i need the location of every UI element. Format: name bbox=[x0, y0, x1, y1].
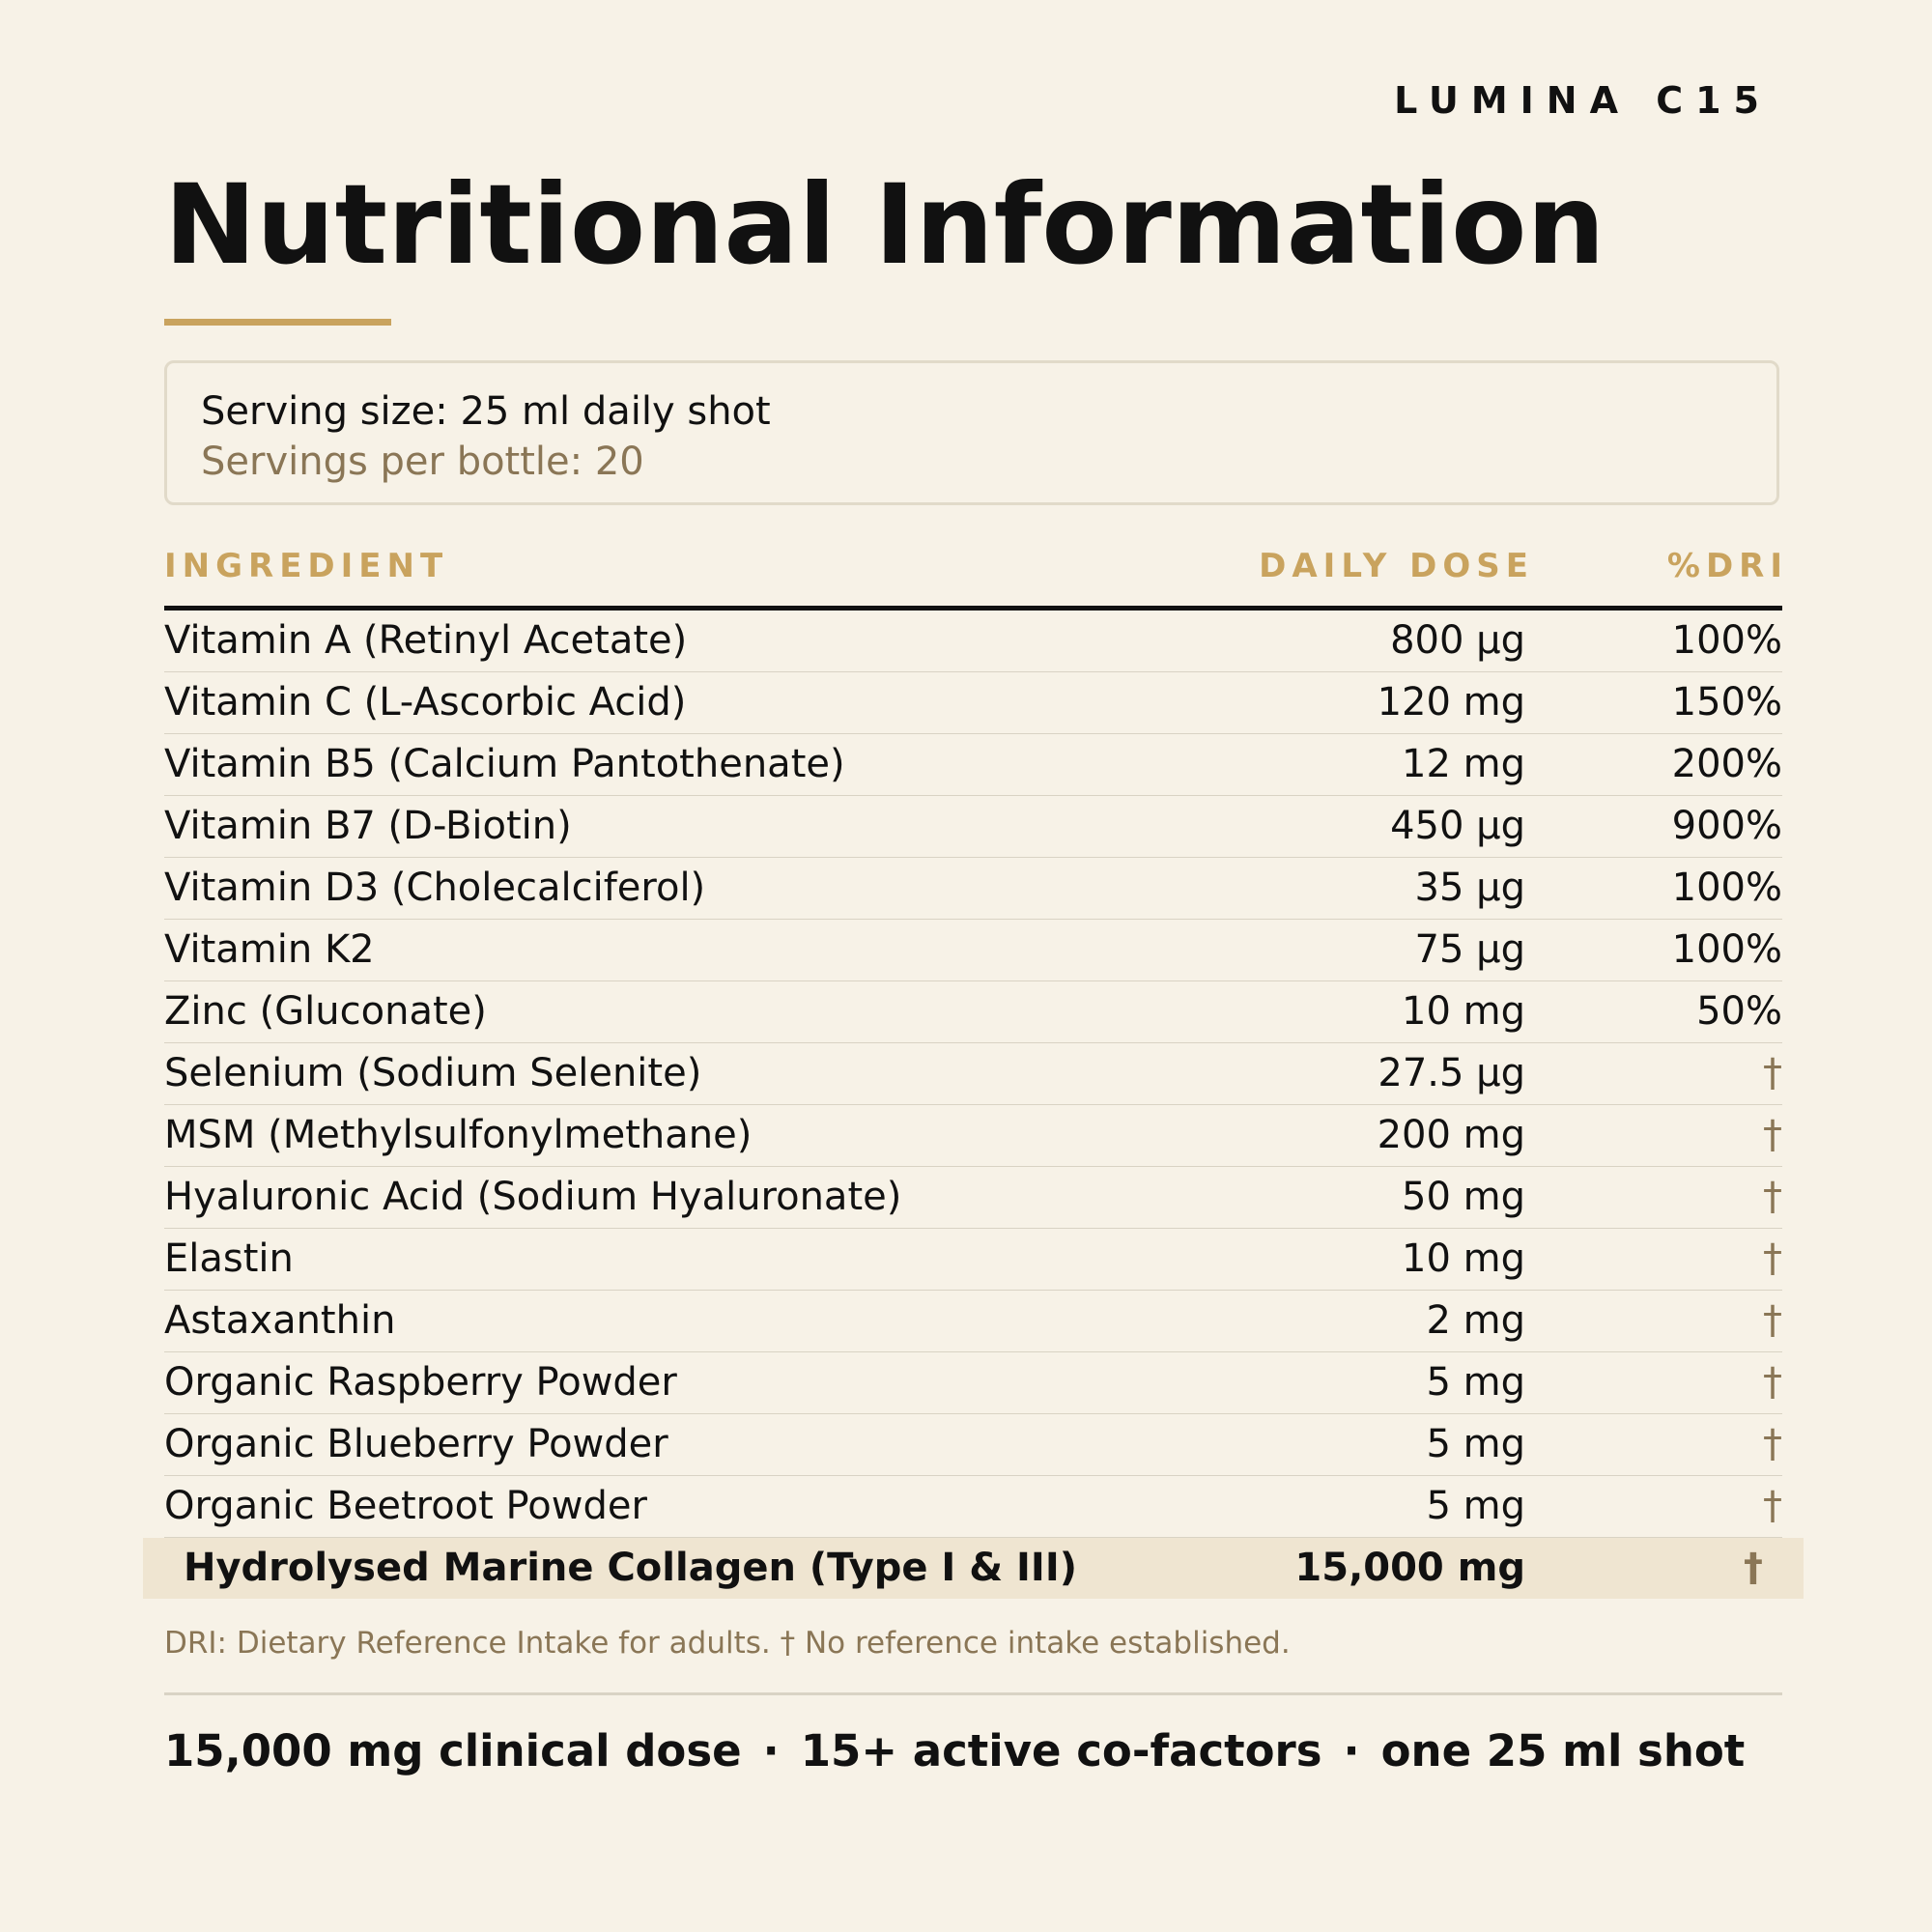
tagline-separator: · bbox=[1343, 1725, 1360, 1776]
dri-percent: † bbox=[1763, 1236, 1782, 1281]
dri-percent: † bbox=[1744, 1546, 1763, 1590]
ingredient-name: Vitamin B5 (Calcium Pantothenate) bbox=[164, 742, 845, 786]
dri-percent: † bbox=[1763, 1051, 1782, 1095]
table-row: Vitamin B7 (D-Biotin) 450 µg 900% bbox=[164, 796, 1782, 858]
ingredient-name: Vitamin K2 bbox=[164, 927, 375, 972]
ingredient-name: MSM (Methylsulfonylmethane) bbox=[164, 1113, 753, 1157]
daily-dose: 200 mg bbox=[1377, 1113, 1525, 1157]
daily-dose: 35 µg bbox=[1414, 866, 1525, 910]
dri-percent: 100% bbox=[1671, 618, 1782, 663]
ingredient-name: Organic Raspberry Powder bbox=[164, 1360, 677, 1405]
table-row: Vitamin B5 (Calcium Pantothenate) 12 mg 20… bbox=[164, 734, 1782, 796]
ingredient-name: Zinc (Gluconate) bbox=[164, 989, 487, 1034]
table-row-highlight: Hydrolysed Marine Collagen (Type I & III… bbox=[143, 1538, 1804, 1599]
dri-percent: † bbox=[1763, 1298, 1782, 1343]
table-row: Zinc (Gluconate) 10 mg 50% bbox=[164, 981, 1782, 1043]
table-row: Vitamin C (L-Ascorbic Acid) 120 mg 150% bbox=[164, 672, 1782, 734]
ingredient-name: Hyaluronic Acid (Sodium Hyaluronate) bbox=[164, 1175, 902, 1219]
dri-percent: † bbox=[1763, 1422, 1782, 1466]
ingredient-name: Organic Blueberry Powder bbox=[164, 1422, 668, 1466]
table-body: Vitamin A (Retinyl Acetate) 800 µg 100% Vit… bbox=[143, 611, 1804, 1599]
ingredient-name: Vitamin B7 (D-Biotin) bbox=[164, 804, 572, 848]
dri-percent: 50% bbox=[1696, 989, 1782, 1034]
dri-percent: 100% bbox=[1671, 866, 1782, 910]
title-underline bbox=[164, 319, 391, 326]
daily-dose: 27.5 µg bbox=[1378, 1051, 1525, 1095]
dri-percent: 150% bbox=[1671, 680, 1782, 724]
dri-percent: † bbox=[1763, 1175, 1782, 1219]
daily-dose: 50 mg bbox=[1402, 1175, 1525, 1219]
header-daily-dose: DAILY DOSE bbox=[1259, 547, 1534, 585]
serving-size: Serving size: 25 ml daily shot bbox=[201, 389, 771, 434]
table-row: Vitamin D3 (Cholecalciferol) 35 µg 100% bbox=[164, 858, 1782, 920]
dri-percent: † bbox=[1763, 1484, 1782, 1528]
ingredient-name: Astaxanthin bbox=[164, 1298, 396, 1343]
table-header: INGREDIENT DAILY DOSE %DRI bbox=[164, 541, 1782, 611]
ingredient-name: Vitamin D3 (Cholecalciferol) bbox=[164, 866, 706, 910]
servings-per-bottle: Servings per bottle: 20 bbox=[201, 440, 644, 484]
tagline-item: 15+ active co-factors bbox=[800, 1725, 1322, 1776]
table-row: Astaxanthin 2 mg † bbox=[164, 1291, 1782, 1352]
table-row: Organic Raspberry Powder 5 mg † bbox=[164, 1352, 1782, 1414]
daily-dose: 2 mg bbox=[1426, 1298, 1525, 1343]
daily-dose: 5 mg bbox=[1426, 1422, 1525, 1466]
table-row: MSM (Methylsulfonylmethane) 200 mg † bbox=[164, 1105, 1782, 1167]
daily-dose: 5 mg bbox=[1426, 1360, 1525, 1405]
table-row: Hyaluronic Acid (Sodium Hyaluronate) 50 m… bbox=[164, 1167, 1782, 1229]
tagline-item: one 25 ml shot bbox=[1380, 1725, 1746, 1776]
table-row: Organic Blueberry Powder 5 mg † bbox=[164, 1414, 1782, 1476]
daily-dose: 12 mg bbox=[1402, 742, 1525, 786]
tagline-separator: · bbox=[762, 1725, 780, 1776]
daily-dose: 5 mg bbox=[1426, 1484, 1525, 1528]
ingredient-name: Hydrolysed Marine Collagen (Type I & III… bbox=[184, 1546, 1077, 1590]
footnote: DRI: Dietary Reference Intake for adults… bbox=[164, 1626, 1291, 1661]
daily-dose: 15,000 mg bbox=[1294, 1546, 1525, 1590]
table-row: Organic Beetroot Powder 5 mg † bbox=[164, 1476, 1782, 1538]
daily-dose: 120 mg bbox=[1377, 680, 1525, 724]
tagline-item: 15,000 mg clinical dose bbox=[164, 1725, 742, 1776]
dri-percent: 900% bbox=[1671, 804, 1782, 848]
dri-percent: 100% bbox=[1671, 927, 1782, 972]
footer-divider bbox=[164, 1692, 1782, 1695]
brand-name: LUMINA C15 bbox=[1394, 79, 1772, 122]
page-title: Nutritional Information bbox=[164, 160, 1605, 289]
table-row: Vitamin A (Retinyl Acetate) 800 µg 100% bbox=[164, 611, 1782, 672]
daily-dose: 75 µg bbox=[1414, 927, 1525, 972]
ingredient-name: Elastin bbox=[164, 1236, 294, 1281]
daily-dose: 800 µg bbox=[1390, 618, 1525, 663]
dri-percent: † bbox=[1763, 1360, 1782, 1405]
header-dri: %DRI bbox=[1666, 547, 1788, 585]
table-row: Elastin 10 mg † bbox=[164, 1229, 1782, 1291]
ingredient-name: Selenium (Sodium Selenite) bbox=[164, 1051, 702, 1095]
table-row: Vitamin K2 75 µg 100% bbox=[164, 920, 1782, 981]
daily-dose: 10 mg bbox=[1402, 1236, 1525, 1281]
ingredient-name: Vitamin C (L-Ascorbic Acid) bbox=[164, 680, 687, 724]
header-ingredient: INGREDIENT bbox=[164, 547, 449, 585]
dri-percent: 200% bbox=[1671, 742, 1782, 786]
ingredient-name: Vitamin A (Retinyl Acetate) bbox=[164, 618, 688, 663]
table-row: Selenium (Sodium Selenite) 27.5 µg † bbox=[164, 1043, 1782, 1105]
nutrition-table: INGREDIENT DAILY DOSE %DRI Vitamin A (Re… bbox=[143, 541, 1804, 1599]
daily-dose: 450 µg bbox=[1390, 804, 1525, 848]
dri-percent: † bbox=[1763, 1113, 1782, 1157]
tagline: 15,000 mg clinical dose · 15+ active co-fa… bbox=[164, 1722, 1745, 1780]
ingredient-name: Organic Beetroot Powder bbox=[164, 1484, 647, 1528]
serving-info-box: Serving size: 25 ml daily shot Servings … bbox=[164, 360, 1779, 505]
daily-dose: 10 mg bbox=[1402, 989, 1525, 1034]
